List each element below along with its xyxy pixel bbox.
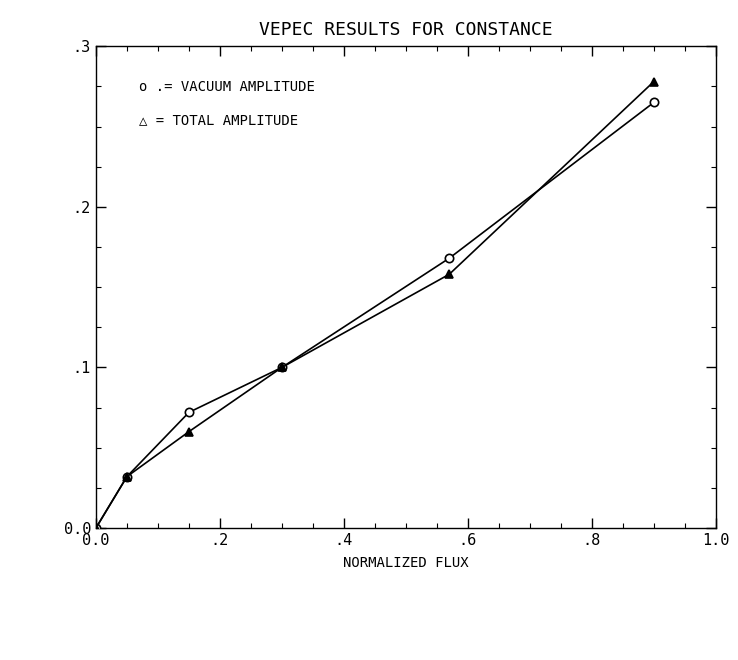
Text: △ = TOTAL AMPLITUDE: △ = TOTAL AMPLITUDE	[139, 114, 298, 127]
X-axis label: NORMALIZED FLUX: NORMALIZED FLUX	[343, 556, 469, 570]
Title: VEPEC RESULTS FOR CONSTANCE: VEPEC RESULTS FOR CONSTANCE	[259, 21, 553, 39]
Text: o .= VACUUM AMPLITUDE: o .= VACUUM AMPLITUDE	[139, 80, 315, 94]
